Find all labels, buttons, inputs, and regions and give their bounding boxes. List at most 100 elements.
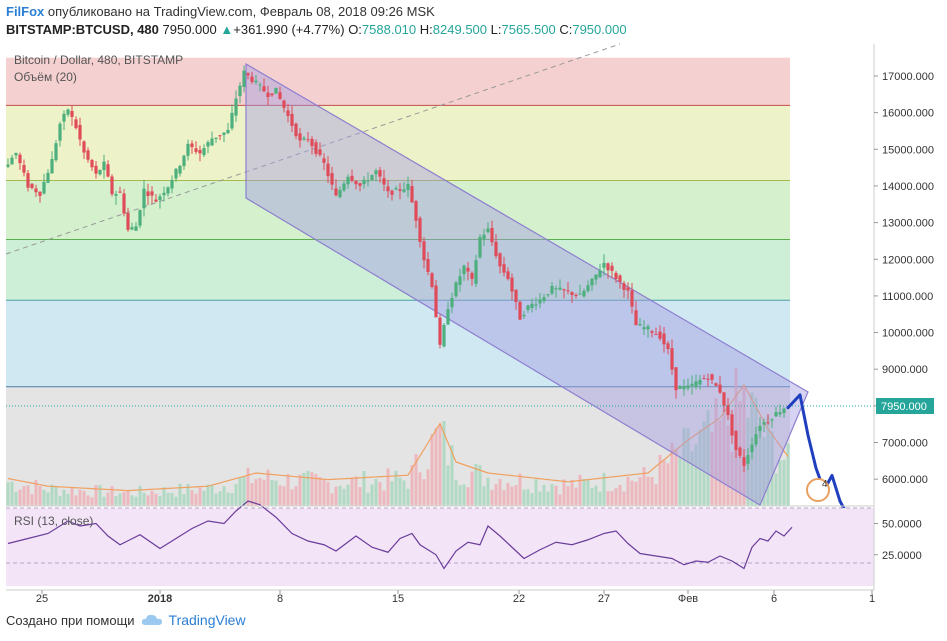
candle-body: [18, 154, 22, 164]
rsi-tick-label: 25.0000: [882, 550, 922, 562]
volume-bar: [698, 429, 702, 506]
candle-body: [686, 385, 690, 389]
volume-bar: [226, 492, 230, 506]
candle-body: [366, 180, 370, 182]
volume-bar: [350, 477, 354, 506]
volume-bar: [502, 490, 506, 506]
candle-body: [58, 123, 62, 141]
volume-bar: [234, 484, 238, 506]
volume-bar: [778, 460, 782, 506]
candle-body: [406, 184, 410, 190]
volume-bar: [314, 474, 318, 506]
candle-body: [38, 191, 42, 196]
candle-body: [350, 175, 354, 181]
volume-bar: [62, 489, 66, 506]
candle-body: [26, 173, 30, 188]
volume-bar: [286, 474, 290, 506]
candle-body: [70, 110, 74, 117]
volume-bar: [374, 478, 378, 506]
candle-body: [270, 93, 274, 96]
candle-body: [278, 92, 282, 99]
volume-bar: [14, 491, 18, 506]
publisher-name[interactable]: FilFox: [6, 4, 45, 19]
volume-bar: [506, 483, 510, 506]
candle-body: [730, 414, 734, 436]
price-axis[interactable]: 17000.000 16000.000 15000.000 14000.000 1300…: [874, 71, 934, 486]
candle-body: [554, 288, 558, 290]
descending-channel[interactable]: [245, 62, 809, 506]
volume-bar: [710, 431, 714, 506]
volume-bar: [58, 496, 62, 506]
volume-bar: [454, 479, 458, 506]
candle-body: [30, 183, 34, 189]
candle-body: [422, 241, 426, 261]
volume-bar: [110, 485, 114, 506]
candle-body: [698, 379, 702, 385]
volume-bar: [18, 489, 22, 506]
volume-bar: [146, 495, 150, 506]
volume-bar: [542, 484, 546, 506]
dashed-trendline[interactable]: [5, 43, 621, 255]
candle-body: [514, 289, 518, 303]
volume-bar: [762, 437, 766, 506]
volume-bar: [706, 410, 710, 506]
tradingview-link[interactable]: TradingView: [168, 612, 246, 628]
candle-body: [630, 290, 634, 307]
volume-bar: [694, 444, 698, 506]
volume-bar: [186, 483, 190, 506]
volume-bar: [754, 397, 758, 506]
time-tick-label: 1: [869, 593, 875, 605]
rsi-axis[interactable]: 50.0000 25.0000: [874, 519, 922, 562]
volume-bar: [362, 470, 366, 506]
candle-body: [390, 190, 394, 195]
volume-ma-line: [7, 383, 789, 492]
volume-bar: [722, 400, 726, 506]
price-tick-label: 9000.000: [882, 364, 928, 376]
volume-bar: [166, 492, 170, 506]
candle-body: [370, 175, 374, 181]
up-arrow-icon: ▲: [220, 22, 234, 37]
candle-body: [186, 143, 190, 156]
volume-bar: [358, 487, 362, 506]
volume-bar: [566, 486, 570, 506]
volume-bar: [658, 454, 662, 506]
candle-body: [62, 113, 66, 122]
volume-bar: [210, 485, 214, 506]
volume-bar: [590, 487, 594, 506]
volume-bar: [482, 486, 486, 506]
volume-bar: [558, 494, 562, 506]
volume-bar: [758, 426, 762, 506]
volume-bar: [106, 492, 110, 506]
candle-body: [90, 159, 94, 168]
event-flag-icon[interactable]: [806, 478, 830, 502]
volume-bar: [438, 423, 442, 506]
last-price-badge-text: 7950.000: [881, 401, 927, 413]
volume-bar: [610, 491, 614, 506]
volume-bar: [474, 463, 478, 506]
volume-bar: [122, 491, 126, 506]
volume-bar: [586, 480, 590, 506]
candle-body: [438, 317, 442, 345]
time-axis[interactable]: 25 2018 8 15 22 27 Фев 6 1: [36, 590, 875, 605]
candle-body: [246, 73, 250, 76]
volume-bar: [98, 484, 102, 506]
candle-body: [746, 454, 750, 464]
volume-bar: [498, 478, 502, 506]
candle-body: [782, 408, 786, 414]
volume-bar: [730, 452, 734, 506]
volume-bar: [450, 445, 454, 506]
volume-bar: [674, 449, 678, 506]
candle-body: [590, 278, 594, 286]
candle-body: [414, 201, 418, 221]
volume-bar: [582, 478, 586, 506]
volume-bar: [490, 489, 494, 506]
price-chart[interactable]: 4 17000.00016000.00015000.00014000.00013…: [0, 40, 947, 610]
candle-body: [446, 309, 450, 325]
high-label: H:: [419, 22, 433, 37]
volume-bar: [238, 477, 242, 506]
volume-bar: [614, 488, 618, 506]
volume-bar: [514, 485, 518, 506]
volume-bar: [206, 484, 210, 506]
time-tick-label: Фев: [678, 593, 698, 605]
volume-bar: [606, 491, 610, 506]
